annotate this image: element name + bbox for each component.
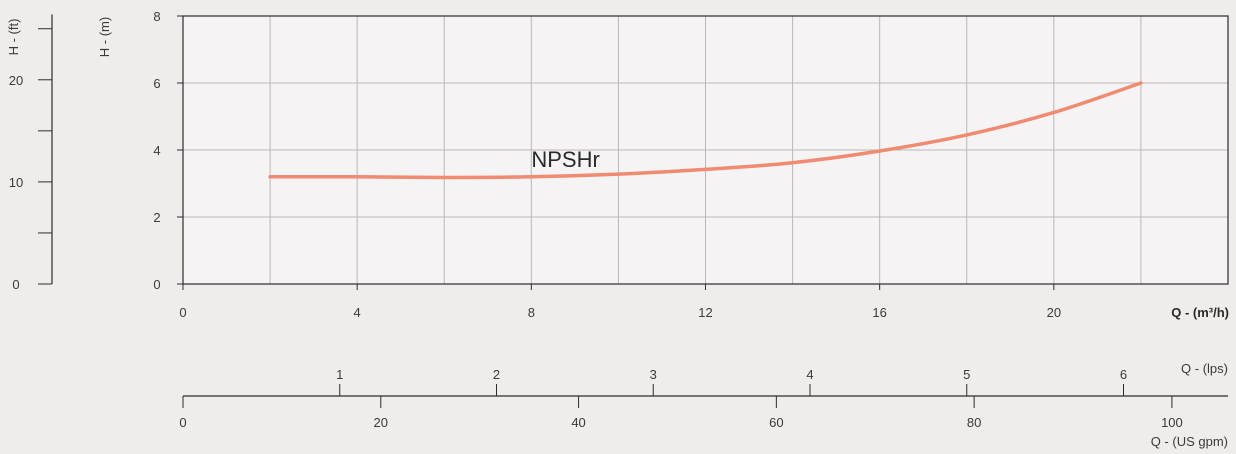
- feet-tick-label: 10: [9, 175, 23, 190]
- gpm-axis-title: Q - (US gpm): [1151, 434, 1228, 449]
- x-tick-label: 8: [528, 305, 535, 320]
- lps-axis: 1234567Q - (lps): [183, 361, 1228, 397]
- feet-axis: 0 10 20: [9, 14, 53, 292]
- gpm-tick-label: 0: [179, 415, 186, 430]
- lps-tick-label: 5: [963, 367, 970, 382]
- gpm-axis: 0 20 40 60 80 100 Q - (US gpm): [179, 396, 1228, 449]
- lps-tick-label: 3: [650, 367, 657, 382]
- y-axis-title: H - (m): [97, 17, 112, 57]
- grid: [183, 16, 1228, 284]
- lps-tick-label: 4: [806, 367, 813, 382]
- x-tick-label: 16: [872, 305, 886, 320]
- y-tick-label: 2: [153, 210, 160, 225]
- gpm-tick-label: 60: [769, 415, 783, 430]
- y-tick-label: 0: [153, 277, 160, 292]
- x-tick-label: 0: [179, 305, 186, 320]
- x-axis-ticks: 0 4 8 12 16 20: [179, 284, 1061, 320]
- series-line-npshr: [268, 81, 1143, 180]
- y-tick-label: 4: [153, 143, 160, 158]
- y-tick-label: 6: [153, 76, 160, 91]
- x-axis-title: Q - (m³/h): [1171, 305, 1229, 320]
- x-tick-label: 20: [1047, 305, 1061, 320]
- x-tick-label: 4: [354, 305, 361, 320]
- feet-tick-label: 0: [12, 277, 19, 292]
- feet-tick-label: 20: [9, 73, 23, 88]
- gpm-tick-label: 40: [571, 415, 585, 430]
- gpm-tick-label: 100: [1161, 415, 1183, 430]
- gpm-tick-label: 20: [374, 415, 388, 430]
- y-axis-ticks: 0 2 4 6 8: [153, 9, 183, 292]
- series-label-npshr: NPSHr: [531, 147, 599, 172]
- x-tick-label: 12: [698, 305, 712, 320]
- feet-axis-title: H - (ft): [6, 19, 21, 56]
- lps-axis-title: Q - (lps): [1181, 361, 1228, 376]
- gpm-tick-label: 80: [967, 415, 981, 430]
- y-tick-label: 8: [153, 9, 160, 24]
- series-layer: NPSHr: [268, 81, 1143, 180]
- lps-tick-label: 2: [493, 367, 500, 382]
- lps-tick-label: 1: [336, 367, 343, 382]
- lps-tick-label: 6: [1120, 367, 1127, 382]
